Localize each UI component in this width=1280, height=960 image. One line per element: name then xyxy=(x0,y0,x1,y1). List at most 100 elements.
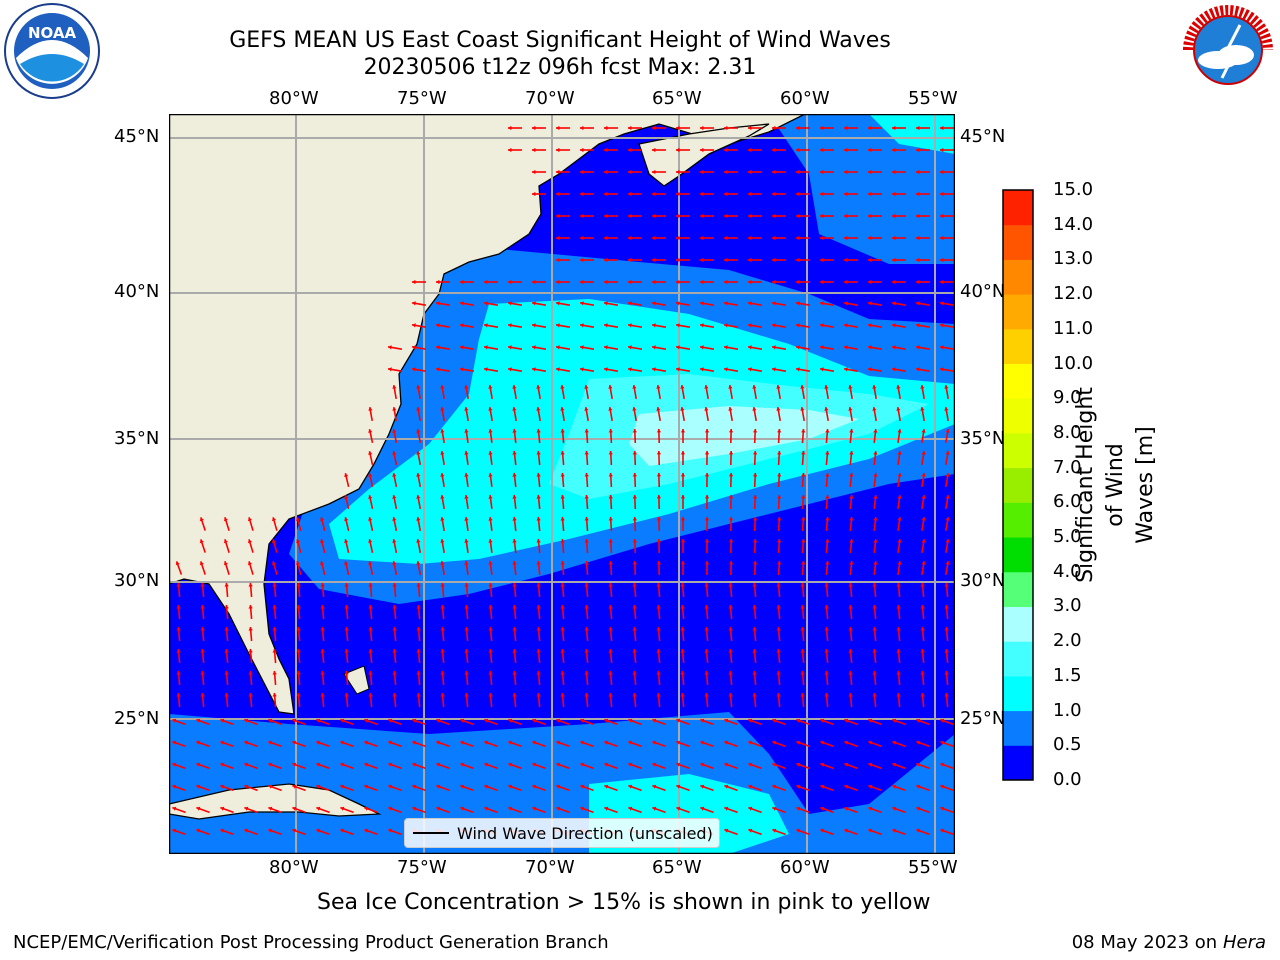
wave-vector-head xyxy=(272,627,277,631)
wave-vector-head xyxy=(584,693,589,697)
colorbar-cell xyxy=(1003,467,1033,503)
wave-vector-head xyxy=(244,740,249,745)
wave-vector-head xyxy=(849,561,854,565)
wave-vector-head xyxy=(412,345,416,350)
wave-vector-head xyxy=(580,740,585,745)
wave-vector-head xyxy=(292,762,297,767)
wave-vector-head xyxy=(536,627,541,631)
wave-vector-head xyxy=(897,451,902,455)
wave-vector-head xyxy=(652,345,656,350)
wave-vector-head xyxy=(172,784,177,789)
wave-vector-head xyxy=(580,345,584,350)
wave-vector-head xyxy=(364,718,369,723)
wave-vector-head xyxy=(200,583,205,587)
wave-vector-head xyxy=(844,718,849,723)
wave-vector-head xyxy=(460,762,465,767)
wave-vector-head xyxy=(652,301,656,306)
wave-vector-head xyxy=(656,517,662,521)
colorbar-tick-label: 2.0 xyxy=(1053,630,1082,652)
wave-vector-head xyxy=(728,627,733,631)
wave-vector-head xyxy=(532,806,537,811)
wave-vector-head xyxy=(632,605,637,609)
wave-vector-head xyxy=(512,605,517,609)
wave-vector-head xyxy=(897,517,902,521)
wave-vector-head xyxy=(868,806,873,811)
wave-vector-head xyxy=(753,473,758,477)
wave-vector-head xyxy=(512,495,517,499)
wave-vector-head xyxy=(940,301,944,306)
wave-vector-head xyxy=(872,583,877,587)
wave-vector-head xyxy=(224,693,229,697)
wave-vector-head xyxy=(921,517,926,521)
wave-vector-head xyxy=(849,429,854,433)
wave-vector-head xyxy=(248,605,253,609)
wave-vector-head xyxy=(724,762,729,767)
wave-vector-head xyxy=(896,649,901,653)
wave-vector-head xyxy=(172,740,177,745)
wave-vector-head xyxy=(344,473,349,477)
wave-vector-head xyxy=(700,323,704,328)
wave-vector-head xyxy=(848,671,853,675)
wave-vector-head xyxy=(824,605,829,609)
wave-vector-head xyxy=(632,539,637,543)
wave-vector-head xyxy=(316,718,321,723)
wave-vector-head xyxy=(844,257,848,263)
wave-vector-head xyxy=(656,407,661,411)
wave-vector-head xyxy=(296,605,301,609)
wave-vector-head xyxy=(753,451,758,455)
wave-vector-head xyxy=(921,561,926,565)
colorbar-tick-label: 7.0 xyxy=(1053,456,1082,478)
wave-vector-head xyxy=(440,649,445,653)
wave-vector-head xyxy=(892,169,896,175)
wave-vector-head xyxy=(199,517,204,522)
wave-vector-head xyxy=(753,561,758,565)
wave-vector-head xyxy=(608,495,613,499)
wave-vector-head xyxy=(224,671,229,675)
wave-vector-head xyxy=(560,451,565,455)
wave-vector-head xyxy=(320,539,325,543)
wave-vector-head xyxy=(940,367,944,372)
wave-vector-head xyxy=(392,671,397,675)
wave-vector-head xyxy=(676,213,680,219)
wave-vector-head xyxy=(628,718,633,723)
wave-vector-head xyxy=(848,407,853,411)
wave-vector-head xyxy=(316,762,321,767)
wave-vector-head xyxy=(488,693,493,697)
wave-vector-head xyxy=(176,693,181,697)
wave-vector-head xyxy=(776,693,781,697)
wave-vector-head xyxy=(772,169,776,175)
wave-vector-head xyxy=(392,429,397,433)
wave-vector-head xyxy=(512,649,517,653)
wave-vector-head xyxy=(772,784,777,789)
wave-vector-head xyxy=(392,517,397,521)
wave-vector-head xyxy=(656,385,661,389)
wave-vector-head xyxy=(820,345,824,350)
wave-vector-head xyxy=(508,718,513,723)
wave-vector-head xyxy=(656,451,662,455)
wave-vector-head xyxy=(848,385,853,389)
wave-vector-head xyxy=(868,125,872,131)
wave-vector-head xyxy=(368,693,373,697)
wave-vector-head xyxy=(560,495,565,499)
wave-vector-head xyxy=(196,762,201,767)
wave-vector-head xyxy=(676,367,680,372)
wave-vector-head xyxy=(340,828,345,833)
wave-vector-head xyxy=(368,583,373,587)
wave-vector-head xyxy=(508,345,512,350)
wave-vector-head xyxy=(268,828,273,833)
wave-vector-head xyxy=(748,367,752,372)
wave-vector-head xyxy=(412,367,416,372)
wave-vector-head xyxy=(680,671,685,675)
wave-vector-head xyxy=(536,429,541,433)
wave-vector-head xyxy=(753,539,758,543)
wave-vector-head xyxy=(440,473,445,477)
wave-vector-head xyxy=(796,191,800,197)
wave-vector-head xyxy=(632,407,637,411)
wave-vector-head xyxy=(796,279,800,285)
wave-vector-head xyxy=(724,279,728,285)
wave-vector-head xyxy=(676,301,680,306)
wave-vector-head xyxy=(824,627,829,631)
wave-vector-head xyxy=(580,301,584,306)
wave-vector-head xyxy=(296,539,301,544)
wave-vector-head xyxy=(868,323,872,328)
